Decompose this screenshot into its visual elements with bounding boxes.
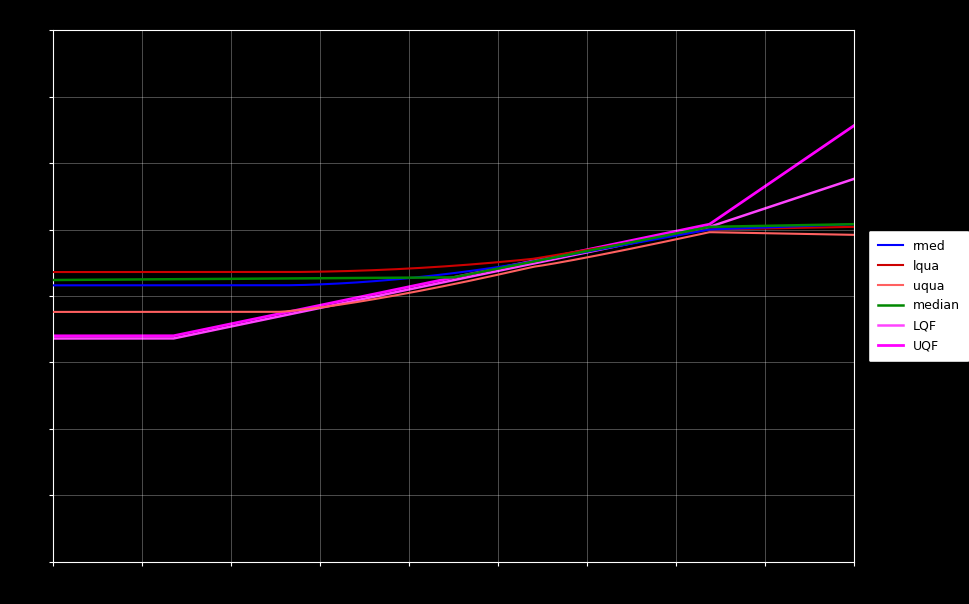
rmed <box>47 281 59 289</box>
median <box>427 274 439 281</box>
rmed <box>427 272 439 279</box>
UQF <box>703 220 714 228</box>
rmed <box>480 265 491 272</box>
uqua <box>427 284 439 292</box>
median <box>703 223 714 231</box>
uqua <box>703 229 714 236</box>
uqua <box>47 308 59 315</box>
LQF <box>847 175 859 182</box>
UQF <box>432 277 444 284</box>
LQF <box>480 270 491 277</box>
lqua <box>523 255 535 263</box>
median <box>480 267 491 274</box>
UQF <box>427 278 439 285</box>
LQF <box>828 182 839 189</box>
LQF <box>703 223 714 231</box>
uqua <box>704 228 716 236</box>
rmed <box>432 271 444 278</box>
median <box>847 220 859 228</box>
LQF <box>47 335 59 342</box>
LQF <box>523 261 535 268</box>
median <box>432 274 444 281</box>
rmed <box>847 220 859 228</box>
uqua <box>829 231 841 238</box>
Line: lqua: lqua <box>53 227 853 272</box>
rmed <box>828 221 839 228</box>
Line: uqua: uqua <box>53 232 853 312</box>
lqua <box>828 223 839 231</box>
UQF <box>847 122 859 129</box>
median <box>828 221 839 228</box>
median <box>47 277 59 284</box>
UQF <box>523 258 535 265</box>
uqua <box>847 231 859 239</box>
Line: UQF: UQF <box>53 126 853 336</box>
uqua <box>480 274 491 281</box>
UQF <box>828 135 839 143</box>
rmed <box>523 259 535 266</box>
UQF <box>480 267 491 274</box>
Legend: rmed, lqua, uqua, median, LQF, UQF: rmed, lqua, uqua, median, LQF, UQF <box>867 230 969 362</box>
UQF <box>47 332 59 339</box>
lqua <box>480 260 491 267</box>
median <box>523 259 535 266</box>
lqua <box>47 268 59 275</box>
uqua <box>523 264 535 271</box>
lqua <box>427 263 439 271</box>
lqua <box>847 223 859 231</box>
lqua <box>432 263 444 271</box>
LQF <box>432 280 444 287</box>
rmed <box>703 226 714 233</box>
LQF <box>427 281 439 288</box>
Line: LQF: LQF <box>53 179 853 338</box>
lqua <box>703 226 714 233</box>
Line: rmed: rmed <box>53 224 853 285</box>
Line: median: median <box>53 224 853 280</box>
uqua <box>432 284 444 291</box>
